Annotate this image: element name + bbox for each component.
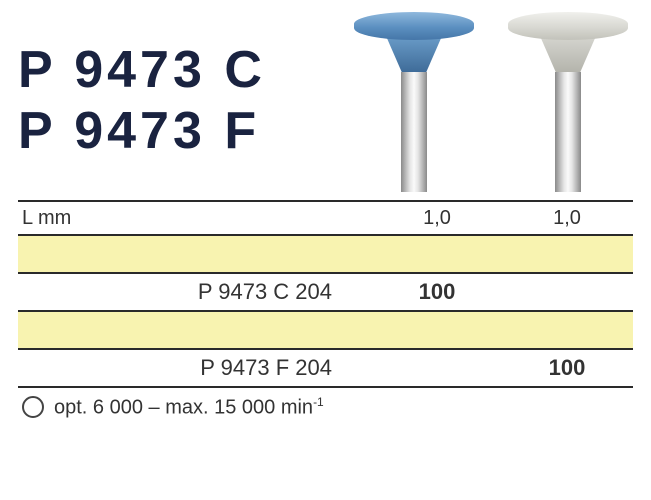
lmm-col2: 1,0	[502, 207, 632, 230]
row-f-label: P 9473 F 204	[22, 355, 372, 381]
tool-shaft-grey	[555, 72, 581, 192]
product-images	[349, 12, 633, 192]
row-spacer-2	[18, 310, 633, 348]
rpm-exp: -1	[313, 395, 324, 409]
row-lmm: L mm 1,0 1,0	[18, 200, 633, 234]
header-area: P 9473 C P 9473 F	[18, 12, 633, 192]
rpm-icon	[22, 396, 44, 418]
product-codes: P 9473 C P 9473 F	[18, 12, 266, 160]
code-line-2: P 9473 F	[18, 103, 266, 160]
footer-row: opt. 6 000 – max. 15 000 min-1	[18, 386, 633, 426]
row-c-col1: 100	[372, 279, 502, 305]
tool-neck-blue	[386, 36, 442, 72]
rpm-text: opt. 6 000 – max. 15 000 min-1	[54, 395, 324, 420]
row-c-label: P 9473 C 204	[22, 279, 372, 305]
lmm-col1: 1,0	[372, 207, 502, 230]
tool-neck-grey	[540, 36, 596, 72]
row-f-col2: 100	[502, 355, 632, 381]
code-line-1: P 9473 C	[18, 42, 266, 99]
tool-blue	[349, 12, 479, 192]
tool-head-grey	[508, 12, 628, 40]
page-container: P 9473 C P 9473 F L mm 1,0 1,0	[0, 0, 651, 426]
tool-grey	[503, 12, 633, 192]
row-c: P 9473 C 204 100	[18, 272, 633, 310]
tool-head-blue	[354, 12, 474, 40]
spec-table: L mm 1,0 1,0 P 9473 C 204 100 P 9473 F 2…	[18, 200, 633, 426]
row-f: P 9473 F 204 100	[18, 348, 633, 386]
lmm-label: L mm	[22, 207, 372, 230]
row-spacer-1	[18, 234, 633, 272]
tool-shaft-blue	[401, 72, 427, 192]
rpm-value: opt. 6 000 – max. 15 000 min	[54, 396, 313, 418]
